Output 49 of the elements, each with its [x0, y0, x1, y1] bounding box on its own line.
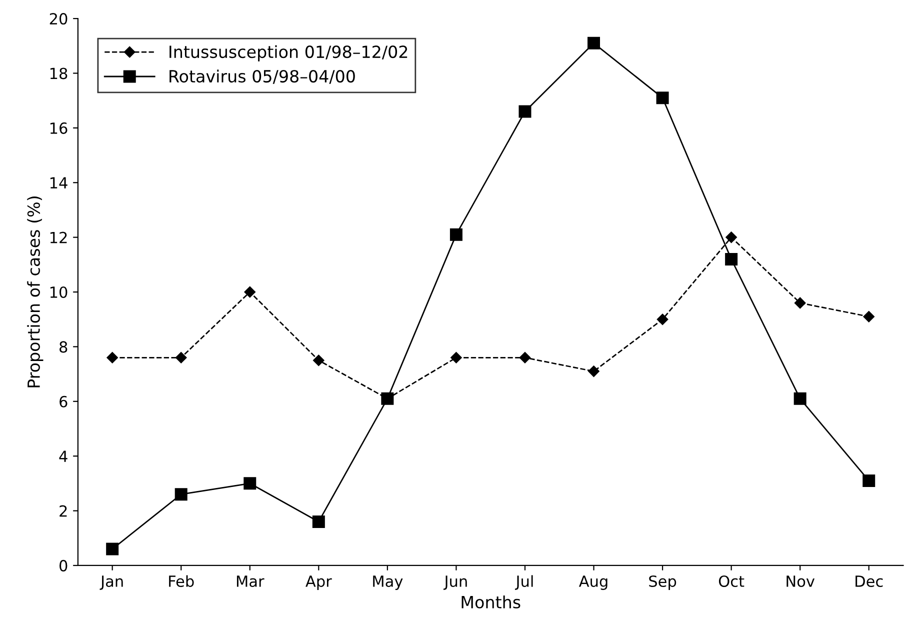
point: [244, 286, 256, 298]
x-tick-label: Feb: [169, 575, 194, 588]
x-tick-label: Jan: [100, 576, 123, 590]
y-tick-label: 0: [60, 560, 68, 572]
point: [518, 105, 532, 118]
point: [313, 354, 324, 366]
x-tick-label: Sep: [649, 575, 676, 590]
x-tick-label: Aug: [578, 576, 608, 590]
x-tick-label: Oct: [718, 575, 744, 588]
point: [862, 474, 876, 487]
point: [519, 352, 531, 364]
point: [588, 366, 600, 377]
x-tick-label: Apr: [306, 576, 332, 590]
y-tick-label: 14: [50, 177, 68, 188]
point: [450, 352, 462, 364]
point: [726, 232, 737, 243]
x-tick-label: Mar: [236, 576, 264, 588]
x-tick-label: May: [373, 576, 403, 590]
y-tick-label: 8: [60, 341, 68, 353]
point: [794, 297, 806, 309]
y-tick-label: 2: [60, 505, 67, 517]
y-tick-label: 18: [50, 68, 68, 80]
point: [794, 392, 806, 405]
point: [725, 252, 738, 266]
point: [312, 515, 325, 528]
y-tick-label: 16: [50, 122, 68, 134]
x-tick-label: Dec: [856, 576, 883, 588]
x-axis-title: Months: [462, 596, 520, 608]
y-tick-label: 6: [60, 396, 68, 408]
point: [106, 542, 119, 556]
point: [450, 228, 462, 241]
x-tick-label: Jul: [514, 575, 533, 590]
point: [656, 92, 669, 104]
x-tick-label: Jun: [443, 576, 467, 590]
legend-label: Rotavirus 05/98–04/00: [170, 70, 355, 84]
y-axis-title: Proportion of cases (%): [27, 196, 44, 388]
legend-label: Intussusception 01/98–12/02: [170, 45, 408, 62]
point: [656, 314, 668, 325]
point: [106, 352, 118, 364]
y-tick-label: 20: [50, 13, 68, 25]
point: [244, 477, 256, 490]
y-tick-label: 12: [50, 232, 67, 244]
y-tick-label: 4: [59, 450, 68, 462]
point: [588, 36, 600, 50]
point: [176, 352, 187, 364]
point: [174, 488, 188, 501]
y-tick-label: 10: [50, 286, 68, 298]
x-tick-label: Nov: [786, 576, 815, 588]
point: [863, 311, 874, 322]
